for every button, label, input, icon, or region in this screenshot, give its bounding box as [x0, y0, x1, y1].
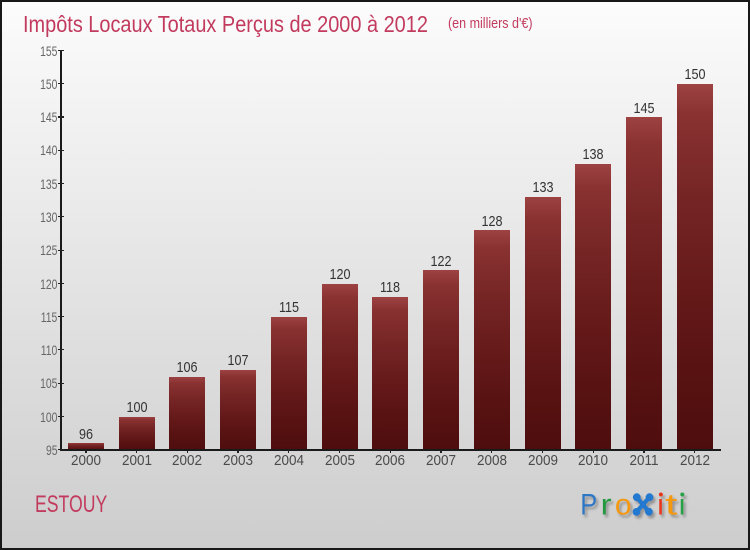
svg-text:o: o: [615, 488, 632, 521]
svg-text:t: t: [665, 488, 678, 521]
svg-text:i: i: [657, 488, 664, 521]
svg-text:r: r: [601, 488, 612, 521]
svg-text:i: i: [679, 488, 686, 521]
svg-text:P: P: [580, 488, 597, 521]
